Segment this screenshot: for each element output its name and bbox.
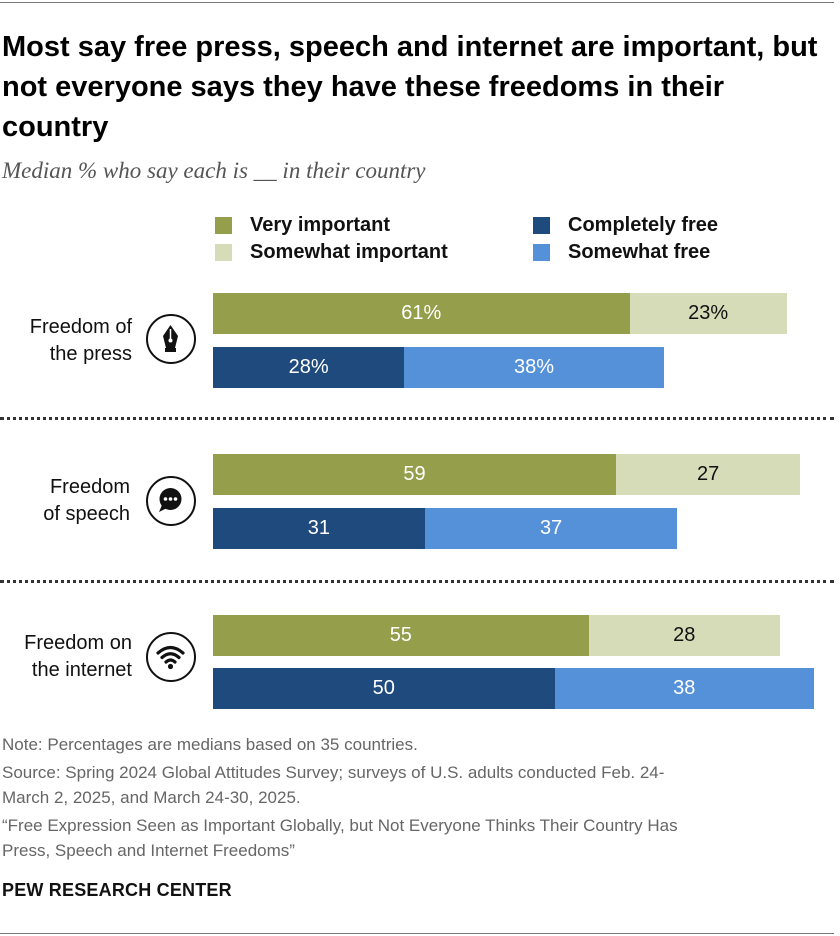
row-label-internet-line2: the internet (31, 659, 132, 681)
legend-swatch-very-important (215, 217, 232, 234)
legend-swatch-completely-free (533, 217, 550, 234)
legend-swatch-somewhat-free (533, 244, 550, 261)
bar-speech-very-important: 59 (213, 454, 616, 495)
row-label-internet: Freedom on the internet (0, 630, 132, 684)
bar-speech-somewhat-free: 37 (424, 508, 678, 549)
fountain-pen-icon (146, 314, 196, 364)
chart-subtitle: Median % who say each is __ in their cou… (2, 158, 426, 183)
group-divider-1 (0, 417, 834, 420)
legend-completely-free: Completely free (533, 214, 718, 237)
value-label-press-somewhat-free: 38% (513, 356, 555, 378)
report-title-line-1: “Free Expression Seen as Important Globa… (2, 816, 678, 835)
value-label-speech-somewhat-important: 27 (697, 463, 720, 485)
legend-very-important: Very important (215, 214, 390, 237)
legend-label-somewhat-important: Somewhat important (250, 241, 448, 263)
top-rule (0, 2, 834, 3)
bottom-rule (0, 933, 834, 934)
value-label-press-somewhat-important: 23% (688, 302, 729, 324)
bar-internet-very-important: 55 (213, 615, 589, 656)
value-label-internet-somewhat-free: 38 (673, 677, 696, 699)
row-label-press: Freedom of the press (0, 314, 132, 368)
value-label-speech-somewhat-free: 37 (539, 517, 563, 539)
pew-research-center-logo: PEW RESEARCH CENTER (2, 880, 232, 900)
row-label-internet-line1: Freedom on (24, 632, 132, 654)
value-label-internet-very-important: 55 (389, 624, 412, 646)
bar-press-somewhat-free: 38% (404, 347, 664, 388)
row-label-press-line1: Freedom of (29, 316, 132, 338)
source-line-1: Source: Spring 2024 Global Attitudes Sur… (2, 763, 665, 782)
value-label-press-completely-free: 28% (288, 356, 329, 378)
legend-label-completely-free: Completely free (568, 214, 719, 236)
bar-internet-somewhat-important: 28 (588, 615, 780, 656)
legend-swatch-somewhat-important (215, 244, 232, 261)
bar-speech-somewhat-important: 27 (615, 454, 801, 495)
legend-somewhat-important: Somewhat important (215, 241, 448, 264)
report-title-line-2: Press, Speech and Internet Freedoms” (2, 841, 295, 860)
row-label-speech-line1: Freedom (49, 476, 130, 498)
value-label-press-very-important: 61% (401, 302, 442, 324)
legend-somewhat-free: Somewhat free (533, 241, 710, 264)
group-divider-2 (0, 580, 834, 583)
source-line-2: March 2, 2025, and March 24-30, 2025. (2, 788, 301, 807)
bar-press-somewhat-important: 23% (629, 293, 787, 334)
note-text: Note: Percentages are medians based on 3… (2, 735, 418, 754)
bar-press-completely-free: 28% (213, 347, 405, 388)
value-label-speech-very-important: 59 (403, 463, 426, 485)
value-label-speech-completely-free: 31 (307, 517, 330, 539)
wifi-icon (146, 632, 196, 682)
bar-internet-completely-free: 50 (213, 668, 555, 709)
bar-internet-somewhat-free: 38 (554, 668, 815, 709)
bar-speech-completely-free: 31 (213, 508, 425, 549)
row-label-speech: Freedom of speech (0, 474, 130, 528)
speech-bubble-icon (146, 476, 196, 526)
value-label-internet-completely-free: 50 (372, 677, 395, 699)
legend-label-somewhat-free: Somewhat free (568, 241, 711, 263)
legend-label-very-important: Very important (250, 214, 391, 236)
value-label-internet-somewhat-important: 28 (673, 624, 696, 646)
chart-title: Most say free press, speech and internet… (2, 31, 818, 143)
row-label-speech-line2: of speech (43, 503, 130, 525)
row-label-press-line2: the press (49, 343, 132, 365)
bar-press-very-important: 61% (213, 293, 630, 334)
